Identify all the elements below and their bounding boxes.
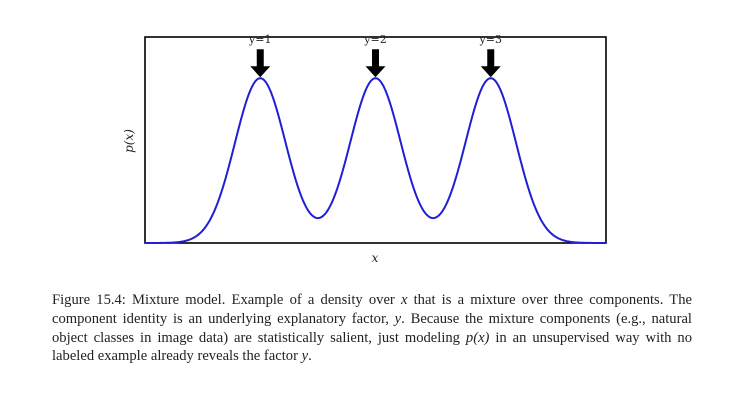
caption-text: . — [308, 348, 312, 365]
plot-area: y=1 y=2 y=3 — [144, 33, 607, 244]
caption-text: Example of a density over — [231, 292, 395, 308]
caption-text: in an unsupervised way with no labeled e… — [52, 329, 692, 365]
caption-text: . Because the mixture components (e.g., … — [52, 310, 692, 346]
component-arrow-2 — [365, 49, 386, 78]
mixture-density-figure: p(x) y=1 y=2 y=3 x — [122, 33, 607, 265]
figure-caption: Figure 15.4: Mixture model. Example of a… — [52, 291, 692, 366]
component-label-3: y=3 — [479, 33, 502, 46]
density-curve — [145, 77, 606, 244]
math-x: x — [400, 292, 408, 308]
plot-frame — [144, 36, 607, 244]
math-y: y — [301, 348, 309, 365]
component-label-1: y=1 — [248, 33, 271, 46]
x-axis-label: x — [372, 251, 379, 265]
component-arrow-1 — [250, 49, 271, 78]
math-y: y — [394, 310, 402, 327]
figure-title: Mixture model. — [132, 292, 226, 308]
math-px: p(x) — [465, 329, 490, 346]
figure-number: Figure 15.4: — [52, 292, 126, 308]
y-axis-label: p(x) — [122, 129, 136, 153]
component-label-2: y=2 — [363, 33, 386, 46]
caption-text: that is a mixture over three components.… — [52, 292, 692, 327]
component-arrow-3 — [480, 49, 501, 78]
